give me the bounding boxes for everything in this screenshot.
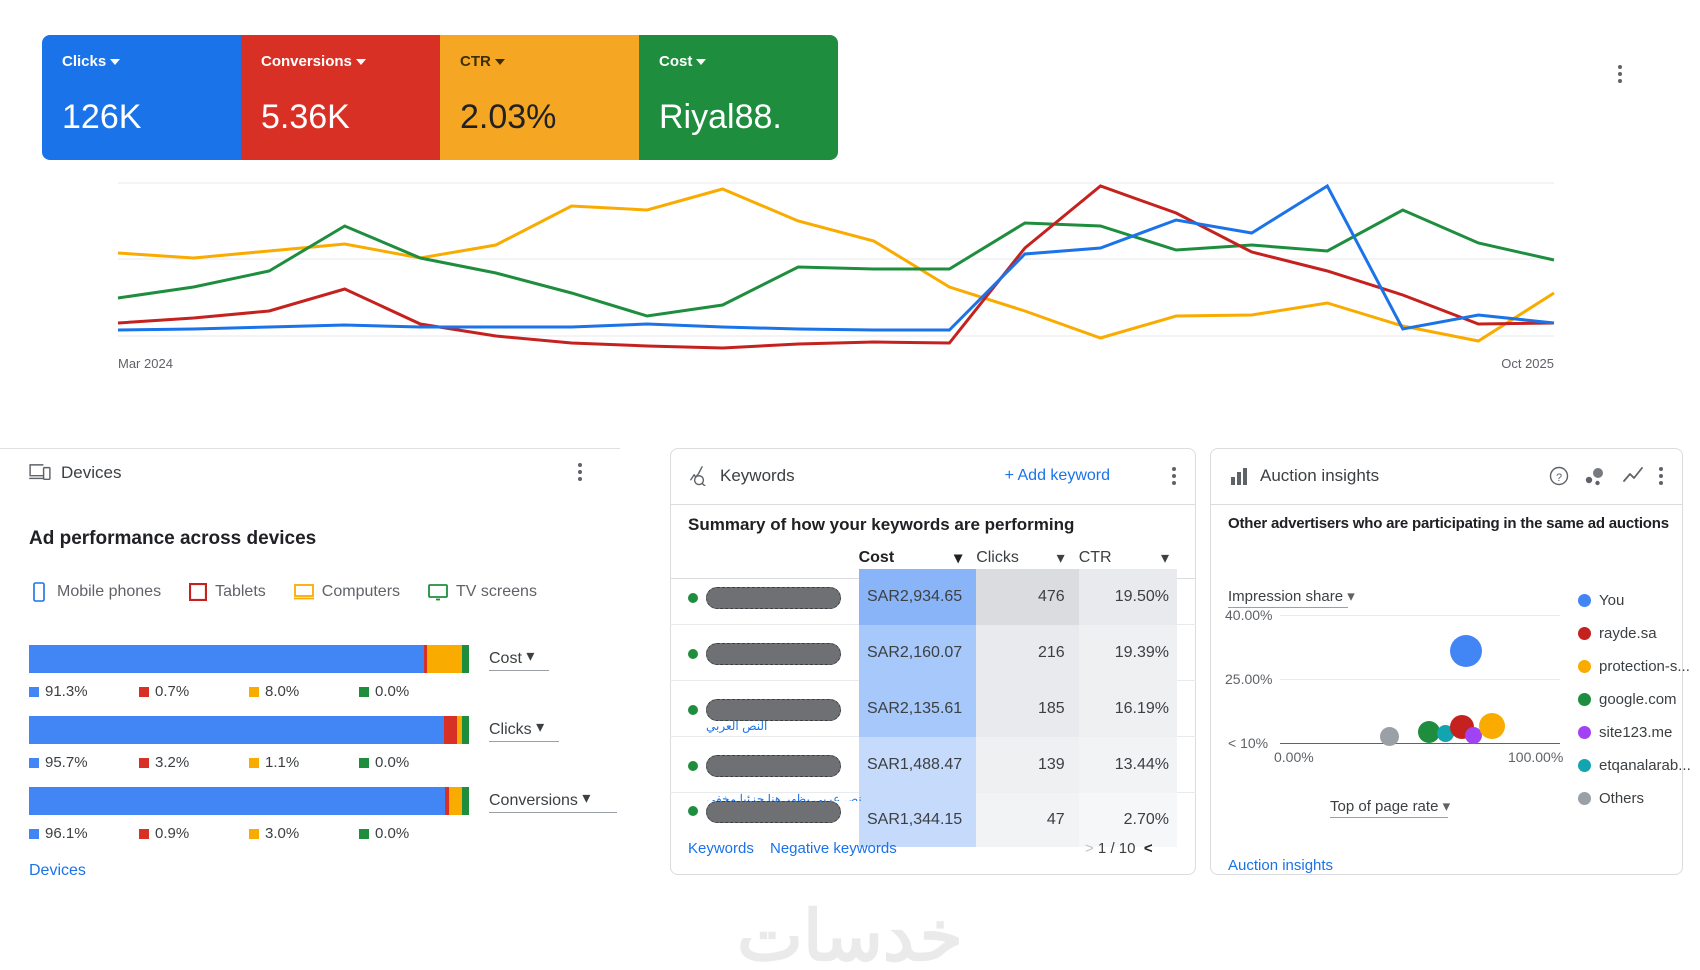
svg-text:?: ?: [1556, 472, 1562, 484]
